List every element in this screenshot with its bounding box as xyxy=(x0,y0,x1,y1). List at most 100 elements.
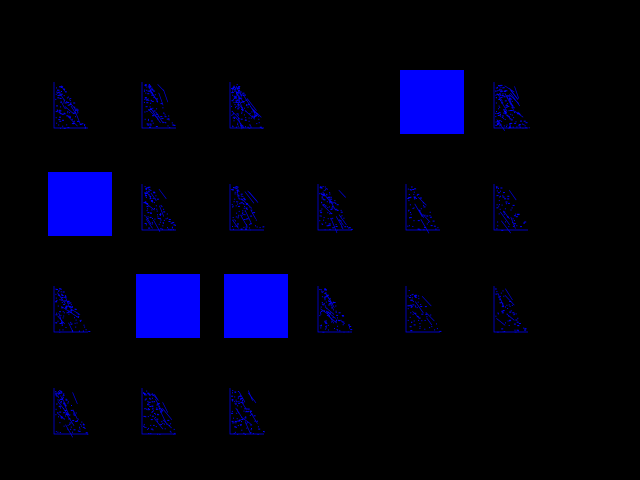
scatter-point xyxy=(151,394,153,395)
scatter-point xyxy=(163,219,165,221)
scatter-stroke xyxy=(162,408,173,420)
scatter-stroke xyxy=(323,193,332,204)
scatter-point xyxy=(504,113,507,115)
scatter-thumbnail-tile[interactable] xyxy=(136,172,200,236)
scatter-point xyxy=(88,331,91,332)
scatter-point xyxy=(236,212,238,214)
scatter-point xyxy=(341,315,344,316)
scatter-stroke xyxy=(248,390,253,401)
scatter-point xyxy=(60,417,63,419)
scatter-point xyxy=(81,123,84,125)
scatter-point xyxy=(144,393,145,395)
scatter-point xyxy=(256,115,257,116)
scatter-point xyxy=(325,322,327,324)
scatter-thumbnail-tile[interactable] xyxy=(488,172,552,236)
scatter-point xyxy=(250,126,252,128)
scatter-point xyxy=(322,331,325,333)
scatter-thumbnail-tile[interactable] xyxy=(48,274,112,338)
scatter-point xyxy=(57,412,59,413)
scatter-point xyxy=(57,89,59,91)
scatter-point xyxy=(149,406,152,407)
scatter-point xyxy=(157,101,158,103)
scatter-point xyxy=(498,205,500,207)
scatter-point xyxy=(58,119,61,121)
scatter-point xyxy=(325,292,327,294)
scatter-point xyxy=(498,99,501,100)
scatter-point xyxy=(146,123,149,125)
scatter-point xyxy=(248,127,250,129)
scatter-thumbnail-tile[interactable] xyxy=(400,274,464,338)
scatter-stroke xyxy=(153,219,161,232)
scatter-point xyxy=(57,320,59,322)
scatter-thumbnail-tile[interactable] xyxy=(48,376,112,440)
scatter-point xyxy=(59,109,61,111)
scatter-point xyxy=(238,205,240,207)
scatter-point xyxy=(407,198,410,200)
scatter-point xyxy=(319,315,321,317)
scatter-thumbnail-tile[interactable] xyxy=(48,70,112,134)
scatter-point xyxy=(168,425,170,426)
scatter-point xyxy=(165,218,167,220)
scatter-stroke xyxy=(321,204,332,214)
scatter-point xyxy=(147,408,149,409)
scatter-point xyxy=(248,227,250,229)
scatter-thumbnail-tile[interactable] xyxy=(224,70,288,134)
scatter-point xyxy=(414,198,416,200)
scatter-thumbnail-tile[interactable] xyxy=(136,70,200,134)
scatter-thumbnail-tile[interactable] xyxy=(312,274,376,338)
scatter-point xyxy=(430,216,432,218)
scatter-point xyxy=(59,432,61,433)
scatter-point xyxy=(58,91,61,93)
scatter-thumbnail-tile[interactable] xyxy=(312,172,376,236)
scatter-point xyxy=(519,126,521,128)
scatter-point xyxy=(149,398,151,400)
scatter-point xyxy=(497,312,499,314)
scatter-point xyxy=(63,95,65,97)
scatter-point xyxy=(417,228,420,230)
scatter-point xyxy=(150,92,152,94)
scatter-point xyxy=(325,325,327,327)
scatter-point xyxy=(413,320,415,322)
scatter-stroke xyxy=(240,416,251,425)
scatter-point xyxy=(234,89,236,91)
scatter-point xyxy=(66,97,68,99)
scatter-thumbnail-tile[interactable] xyxy=(488,274,552,338)
scatter-thumbnail-tile[interactable] xyxy=(488,70,552,134)
scatter-point xyxy=(334,328,335,329)
scatter-point xyxy=(59,390,61,392)
scatter-thumbnail-tile[interactable] xyxy=(400,172,464,236)
scatter-point xyxy=(498,296,500,298)
scatter-point xyxy=(157,420,159,422)
scatter-point xyxy=(74,322,76,324)
scatter-point xyxy=(237,96,239,98)
scatter-point xyxy=(412,208,414,209)
scatter-point xyxy=(244,417,247,419)
solid-blue-square-tile[interactable] xyxy=(136,274,200,338)
solid-blue-square-tile[interactable] xyxy=(400,70,464,134)
solid-blue-square-tile[interactable] xyxy=(224,274,288,338)
scatter-thumbnail-tile[interactable] xyxy=(136,376,200,440)
scatter-point xyxy=(507,105,510,107)
scatter-stroke xyxy=(503,210,510,220)
scatter-point xyxy=(63,315,65,317)
scatter-stroke xyxy=(151,392,158,400)
scatter-point xyxy=(329,304,331,306)
scatter-point xyxy=(517,111,519,113)
scatter-point xyxy=(69,414,71,416)
scatter-point xyxy=(245,408,248,410)
scatter-point xyxy=(332,316,334,318)
scatter-point xyxy=(243,219,245,220)
scatter-thumbnail-tile[interactable] xyxy=(224,172,288,236)
scatter-thumbnail-tile[interactable] xyxy=(224,376,288,440)
scatter-point xyxy=(511,107,513,109)
scatter-point xyxy=(234,391,236,393)
scatter-point xyxy=(407,295,409,297)
scatter-stroke xyxy=(159,205,165,217)
scatter-point xyxy=(502,195,504,197)
scatter-point xyxy=(508,127,510,129)
scatter-point xyxy=(73,411,75,413)
scatter-point xyxy=(507,116,510,118)
scatter-point xyxy=(329,202,331,204)
scatter-point xyxy=(146,110,148,112)
solid-blue-square-tile[interactable] xyxy=(48,172,112,236)
